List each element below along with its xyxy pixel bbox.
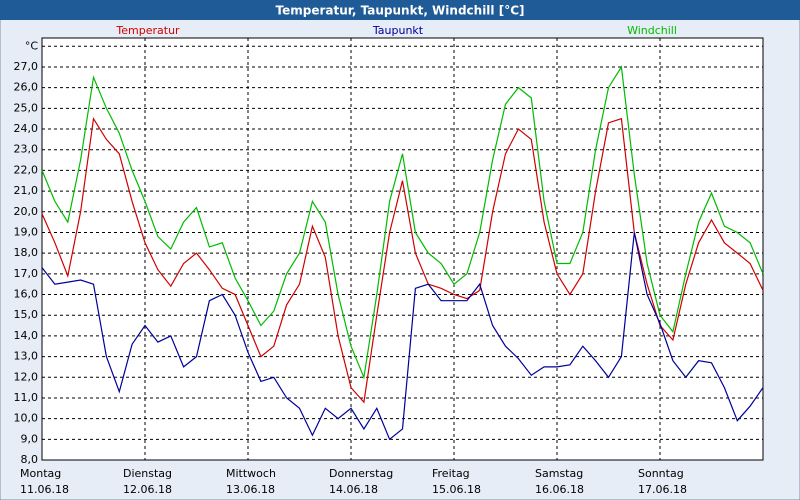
- x-tick-label: Freitag: [432, 467, 470, 480]
- y-tick-label: 18,0: [14, 246, 39, 259]
- x-tick-date: 17.06.18: [638, 483, 687, 496]
- series-line: [41, 116, 764, 404]
- y-tick-label: 23,0: [14, 143, 39, 156]
- x-tick-label: Mittwoch: [226, 467, 276, 480]
- chart-title: Temperatur, Taupunkt, Windchill [°C]: [276, 4, 525, 18]
- x-tick-label: Dienstag: [123, 467, 172, 480]
- x-tick-date: 12.06.18: [123, 483, 172, 496]
- x-tick-label: Montag: [20, 467, 61, 480]
- plot-border: [41, 37, 764, 461]
- plot-area: [42, 38, 763, 460]
- x-tick-label: Samstag: [535, 467, 583, 480]
- x-tick-date: 14.06.18: [329, 483, 378, 496]
- y-tick-label: 11,0: [14, 391, 39, 404]
- series-line: [41, 65, 764, 380]
- y-tick-label: 22,0: [14, 163, 39, 176]
- y-tick-label: 14,0: [14, 329, 39, 342]
- y-tick-label: 9,0: [21, 432, 39, 445]
- x-tick-date: 16.06.18: [535, 483, 584, 496]
- y-tick-label: 8,0: [21, 453, 39, 466]
- legend-label: Temperatur: [115, 24, 180, 37]
- y-tick-label: 13,0: [14, 350, 39, 363]
- y-tick-label: 10,0: [14, 412, 39, 425]
- x-tick-label: Sonntag: [638, 467, 684, 480]
- y-tick-label: 21,0: [14, 184, 39, 197]
- x-tick-date: 11.06.18: [20, 483, 69, 496]
- x-tick-label: Donnerstag: [329, 467, 393, 480]
- title-bar: [0, 0, 800, 20]
- y-tick-label: 26,0: [14, 81, 39, 94]
- x-tick-date: 15.06.18: [432, 483, 481, 496]
- y-tick-label: 25,0: [14, 101, 39, 114]
- x-tick-date: 13.06.18: [226, 483, 275, 496]
- legend-label: Taupunkt: [372, 24, 424, 37]
- y-tick-label: 27,0: [14, 60, 39, 73]
- legend-label: Windchill: [627, 24, 677, 37]
- y-tick-label: 15,0: [14, 308, 39, 321]
- series-line: [41, 232, 764, 441]
- y-tick-label: 24,0: [14, 122, 39, 135]
- y-tick-label: °C: [25, 39, 39, 52]
- y-tick-label: 17,0: [14, 267, 39, 280]
- y-tick-label: 16,0: [14, 288, 39, 301]
- y-tick-label: 12,0: [14, 370, 39, 383]
- y-tick-label: 20,0: [14, 205, 39, 218]
- y-tick-label: 19,0: [14, 225, 39, 238]
